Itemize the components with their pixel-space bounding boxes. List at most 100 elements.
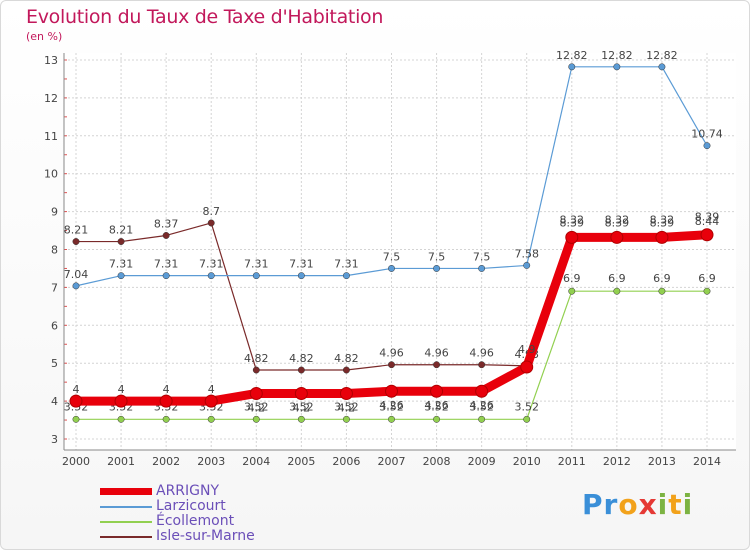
- logo-letter: x: [638, 488, 658, 521]
- x-tick-label: 2001: [107, 455, 135, 468]
- y-tick-label: 7: [51, 281, 58, 294]
- data-point-isle-sur-marne: [72, 238, 80, 245]
- data-point-ecollemont: [433, 415, 441, 423]
- plot-area: [64, 53, 736, 450]
- x-tick-label: 2006: [332, 455, 360, 468]
- data-label-arrigny: 4.26: [469, 399, 494, 412]
- x-tick-label: 2000: [62, 455, 90, 468]
- data-point-larzicourt: [342, 272, 350, 280]
- logo-letter: r: [603, 488, 619, 521]
- data-point-arrigny: [565, 230, 579, 244]
- x-tick-label: 2004: [242, 455, 270, 468]
- data-label-arrigny: 4: [208, 383, 215, 396]
- x-tick-label: 2014: [693, 455, 721, 468]
- data-point-arrigny: [339, 387, 353, 401]
- data-point-larzicourt: [433, 265, 441, 272]
- data-point-arrigny: [69, 394, 83, 408]
- data-label-arrigny: 8.32: [605, 213, 630, 226]
- data-point-isle-sur-marne: [342, 366, 350, 374]
- data-point-larzicourt: [703, 142, 711, 150]
- data-label-larzicourt: 7.31: [154, 258, 179, 271]
- y-tick-label: 11: [44, 130, 58, 143]
- data-point-ecollemont: [342, 415, 350, 423]
- data-point-ecollemont: [523, 415, 531, 423]
- data-point-arrigny: [430, 384, 444, 398]
- data-label-larzicourt: 12.82: [601, 49, 633, 62]
- data-label-isle-sur-marne: 8.39: [650, 217, 675, 230]
- data-label-ecollemont: 3.52: [514, 400, 539, 413]
- data-point-larzicourt: [388, 265, 395, 272]
- x-tick-label: 2011: [558, 455, 586, 468]
- data-point-ecollemont: [162, 415, 170, 423]
- data-label-arrigny: 8.32: [650, 213, 675, 226]
- data-point-arrigny: [700, 228, 714, 242]
- data-point-ecollemont: [703, 287, 711, 295]
- data-label-larzicourt: 7.5: [383, 250, 401, 263]
- x-tick-label: 2007: [378, 455, 406, 468]
- data-label-isle-sur-marne: 8.39: [605, 217, 630, 230]
- data-point-arrigny: [385, 384, 398, 398]
- data-point-ecollemont: [613, 287, 621, 295]
- x-tick-label: 2009: [468, 455, 496, 468]
- data-label-isle-sur-marne: 4.96: [469, 347, 494, 360]
- data-label-isle-sur-marne: 4.96: [424, 347, 449, 360]
- data-label-isle-sur-marne: 8.39: [560, 217, 585, 230]
- x-tick-label: 2012: [603, 455, 631, 468]
- data-label-larzicourt: 10.74: [691, 128, 723, 141]
- logo-letter: i: [657, 488, 669, 521]
- data-point-isle-sur-marne: [252, 366, 260, 374]
- x-tick-label: 2005: [287, 455, 315, 468]
- data-point-ecollemont: [117, 415, 125, 423]
- data-point-arrigny: [249, 387, 263, 401]
- data-label-ecollemont: 3.52: [289, 400, 314, 413]
- data-label-arrigny: 4.2: [338, 402, 356, 415]
- data-point-larzicourt: [207, 272, 215, 280]
- data-label-isle-sur-marne: 4.82: [244, 352, 269, 365]
- data-label-larzicourt: 7.31: [109, 258, 134, 271]
- data-label-ecollemont: 3.52: [244, 400, 269, 413]
- data-label-larzicourt: 12.82: [646, 49, 678, 62]
- legend-label: Larzicourt: [156, 498, 226, 514]
- legend-swatch: [100, 488, 152, 495]
- data-label-arrigny: 4: [73, 383, 80, 396]
- data-point-ecollemont: [297, 415, 305, 423]
- data-point-ecollemont: [388, 415, 395, 423]
- chart-subtitle: (en %): [26, 30, 63, 43]
- y-tick-label: 4: [51, 395, 58, 408]
- chart-title: Evolution du Taux de Taxe d'Habitation: [26, 6, 384, 28]
- data-point-isle-sur-marne: [162, 232, 170, 239]
- data-label-ecollemont: 3.52: [334, 400, 359, 413]
- legend-label: Isle-sur-Marne: [156, 528, 255, 544]
- data-label-larzicourt: 7.31: [199, 258, 224, 271]
- data-label-arrigny: 8.32: [560, 213, 585, 226]
- data-point-ecollemont: [478, 415, 486, 423]
- data-label-arrigny: 4.2: [293, 402, 311, 415]
- data-label-ecollemont: 6.9: [608, 272, 626, 285]
- x-tick-label: 2008: [423, 455, 451, 468]
- legend-swatch: [100, 536, 152, 538]
- x-tick-label: 2013: [648, 455, 676, 468]
- data-label-isle-sur-marne: 8.7: [202, 205, 220, 218]
- data-label-isle-sur-marne: 4.82: [334, 352, 359, 365]
- logo-letter: o: [618, 488, 639, 521]
- data-point-arrigny: [294, 387, 308, 401]
- data-point-arrigny: [114, 394, 128, 408]
- data-point-isle-sur-marne: [297, 366, 305, 374]
- y-tick-label: 6: [51, 319, 58, 332]
- data-point-larzicourt: [117, 272, 125, 280]
- data-point-ecollemont: [207, 415, 215, 423]
- data-point-isle-sur-marne: [207, 219, 215, 227]
- data-label-larzicourt: 12.82: [556, 49, 588, 62]
- data-label-arrigny: 4.26: [379, 399, 404, 412]
- data-point-larzicourt: [162, 272, 170, 280]
- data-label-arrigny: 4: [163, 383, 170, 396]
- data-point-arrigny: [655, 230, 669, 244]
- data-label-larzicourt: 7.04: [64, 268, 89, 281]
- data-label-ecollemont: 3.52: [469, 400, 494, 413]
- data-label-arrigny: 4: [118, 383, 125, 396]
- data-label-isle-sur-marne: 8.44: [695, 215, 720, 228]
- data-label-arrigny: 4.2: [248, 402, 266, 415]
- y-tick-label: 12: [44, 92, 58, 105]
- data-point-isle-sur-marne: [478, 361, 486, 369]
